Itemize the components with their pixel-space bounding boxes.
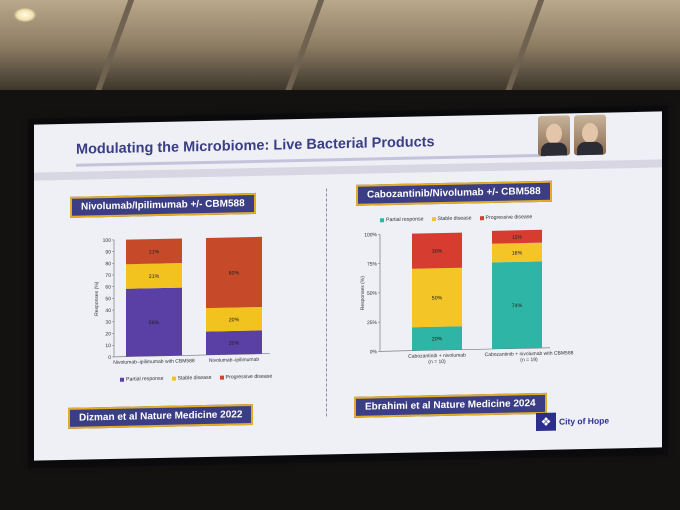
body	[577, 141, 603, 156]
y-tick-label: 75%	[367, 261, 378, 267]
x-category-label: Cabozantinib + nivolumab with CBM588	[485, 350, 574, 358]
right-citation: Ebrahimi et al Nature Medicine 2024	[354, 392, 547, 418]
y-tick-label: 70	[105, 273, 111, 279]
face	[546, 123, 562, 144]
legend-item: Partial response	[120, 376, 164, 383]
y-tick-label: 0%	[370, 349, 378, 355]
legend-item: Stable disease	[171, 374, 212, 382]
x-category-label: Cabozantinib + nivolumab	[408, 353, 466, 360]
panel-divider	[326, 188, 327, 417]
ceiling-beam	[91, 0, 135, 100]
bar-segment	[412, 232, 462, 269]
bar-data-label: 30%	[432, 249, 443, 255]
bar-segment	[126, 287, 182, 357]
slide-title: Modulating the Microbiome: Live Bacteria…	[76, 134, 435, 158]
legend-swatch	[171, 376, 176, 381]
bar-data-label: 74%	[512, 303, 523, 309]
legend-label: Partial response	[126, 375, 164, 383]
bar-segment	[126, 263, 182, 289]
ceiling-light	[14, 8, 36, 22]
right-legend: Partial response Stable disease Progress…	[380, 214, 532, 223]
bar-segment	[412, 326, 462, 351]
bar-data-label: 20%	[229, 341, 240, 347]
legend-item: Progressive disease	[219, 373, 273, 381]
legend-swatch	[431, 217, 436, 222]
legend-swatch	[120, 377, 124, 382]
bar-segment	[492, 242, 542, 263]
ceiling-beam	[501, 0, 545, 100]
legend-label: Stable disease	[437, 215, 472, 223]
y-tick-label: 10	[105, 343, 111, 349]
x-category-label: (n = 19)	[520, 357, 538, 363]
bar-data-label: 60%	[229, 270, 240, 276]
bar-segment	[206, 330, 262, 355]
bar-segment	[412, 267, 462, 328]
x-axis	[380, 347, 550, 352]
speaker-photo	[574, 114, 606, 156]
right-stacked-bar-chart: 0% 25% 50% 75% 100% Responses (%) 20% 50% 30% Cab…	[360, 229, 574, 365]
bar-segment	[126, 238, 182, 265]
city-of-hope-logo: ❖ City of Hope	[536, 412, 609, 432]
y-tick-label: 40	[105, 308, 111, 314]
y-tick-label: 20	[105, 331, 111, 337]
x-category-label: Nivolumab–ipilimumab	[209, 357, 260, 364]
bar-data-label: 21%	[149, 249, 160, 255]
legend-item: Progressive disease	[479, 214, 533, 222]
bar-data-label: 50%	[432, 295, 443, 301]
legend-item: Partial response	[380, 216, 424, 223]
legend-swatch	[479, 216, 484, 221]
y-tick-label: 25%	[367, 320, 378, 326]
y-tick-label: 0	[108, 355, 111, 361]
bar-segment	[492, 261, 542, 349]
legend-label: Stable disease	[177, 374, 212, 382]
y-axis-label: Responses (%)	[360, 276, 366, 311]
y-tick-label: 60	[105, 285, 111, 291]
presentation-slide: Modulating the Microbiome: Live Bacteria…	[34, 111, 662, 461]
bar-data-label: 20%	[229, 317, 240, 323]
bar-data-label: 16%	[512, 250, 523, 256]
bar-segment	[492, 229, 542, 244]
bar-segment	[206, 307, 262, 332]
x-category-label: (n = 10)	[428, 359, 446, 365]
y-tick-label: 100%	[364, 232, 377, 238]
left-panel-label: Nivolumab/Ipilimumab +/- CBM588	[70, 192, 256, 218]
right-panel-label: Cabozantinib/Nivolumab +/- CBM588	[356, 180, 552, 206]
bar-data-label: 21%	[149, 274, 160, 280]
ceiling	[0, 0, 680, 100]
legend-item: Stable disease	[431, 215, 472, 223]
legend-label: Partial response	[386, 216, 424, 224]
body	[541, 142, 567, 157]
bar-data-label: 20%	[432, 336, 443, 342]
bar-data-label: 58%	[149, 320, 160, 326]
y-tick-label: 80	[105, 261, 111, 267]
left-citation: Dizman et al Nature Medicine 2022	[68, 403, 254, 429]
y-tick-label: 30	[105, 320, 111, 326]
y-tick-label: 90	[105, 249, 111, 255]
y-tick-label: 50%	[367, 291, 378, 297]
left-stacked-bar-chart: 0 10 20 30 40 50 60 70 80 90 100 Responses (%) 58% 21…	[94, 236, 270, 366]
y-axis-label: Responses (%)	[94, 281, 100, 316]
bar-segment	[206, 236, 262, 309]
bar-data-label: 11%	[512, 235, 522, 241]
legend-swatch	[219, 375, 224, 380]
logo-mark-icon: ❖	[536, 412, 556, 432]
face	[582, 122, 598, 144]
speaker-photo	[538, 115, 570, 157]
logo-text: City of Hope	[559, 415, 610, 427]
y-tick-label: 50	[105, 296, 111, 302]
y-tick-label: 100	[103, 238, 112, 244]
legend-label: Progressive disease	[225, 373, 273, 381]
x-category-label: Nivolumab–ipilimumab with CBM588	[113, 358, 195, 366]
legend-label: Progressive disease	[485, 214, 533, 222]
ceiling-beam	[281, 0, 325, 100]
legend-swatch	[380, 218, 384, 223]
